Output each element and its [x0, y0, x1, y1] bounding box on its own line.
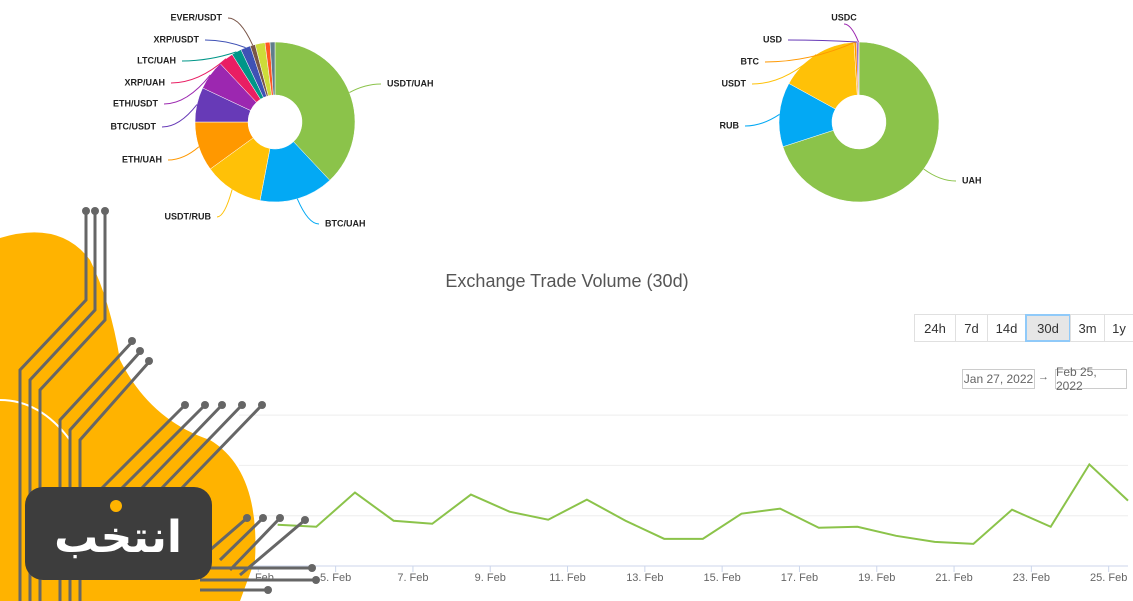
- pie-label: USDT/UAH: [387, 78, 434, 88]
- leader-line: [216, 189, 233, 218]
- leader-line: [227, 17, 254, 46]
- logo-box: [25, 487, 212, 580]
- pie-label: EVER/USDT: [170, 12, 222, 22]
- x-tick-label: 5. Feb: [320, 572, 351, 584]
- leader-line: [204, 39, 246, 49]
- pie-label: BTC: [741, 56, 760, 66]
- x-tick-label: 23. Feb: [1013, 572, 1050, 584]
- leader-line: [170, 58, 227, 84]
- range-button[interactable]: 30d: [1025, 314, 1071, 342]
- x-tick-label: 19. Feb: [858, 572, 895, 584]
- pie-label: BTC/UAH: [325, 218, 366, 228]
- pie-label: LTC/UAH: [137, 55, 176, 65]
- x-tick-label: 17. Feb: [781, 572, 818, 584]
- x-tick-label: 21. Feb: [935, 572, 972, 584]
- leader-line: [296, 198, 320, 225]
- pie-label: BTC/USDT: [111, 121, 157, 131]
- pie-label: UAH: [962, 175, 982, 185]
- x-tick-label: 11. Feb: [549, 572, 586, 584]
- chart-title: Exchange Trade Volume (30d): [445, 271, 688, 291]
- pie-label: USD: [763, 34, 783, 44]
- range-button[interactable]: 7d: [955, 314, 988, 342]
- date-from[interactable]: Jan 27, 2022: [962, 369, 1035, 389]
- logo-text: انتخب: [54, 512, 182, 563]
- pie-slice: [259, 141, 331, 203]
- leader-line: [744, 114, 780, 127]
- leader-line: [161, 104, 198, 128]
- leader-line: [349, 83, 382, 93]
- pie-label: RUB: [720, 120, 740, 130]
- pie-label: ETH/USDT: [113, 98, 159, 108]
- leader-line: [787, 39, 858, 43]
- date-arrow: →: [1038, 371, 1049, 383]
- date-to[interactable]: Feb 25, 2022: [1055, 365, 1127, 393]
- pie-slice: [782, 41, 940, 203]
- range-button[interactable]: 14d: [987, 314, 1026, 342]
- leader-line: [751, 54, 817, 85]
- pie-label: USDT: [722, 78, 747, 88]
- x-tick-label: 9. Feb: [475, 572, 506, 584]
- decoration: انتخب: [0, 207, 320, 601]
- pie-label: XRP/USDT: [153, 34, 199, 44]
- leader-line: [181, 51, 237, 62]
- blob-arc: [0, 399, 71, 441]
- range-button[interactable]: 3m: [1070, 314, 1105, 342]
- pie-label: XRP/UAH: [124, 77, 165, 87]
- pie-slice: [269, 41, 276, 96]
- leader-line: [764, 41, 856, 63]
- pie-label: ETH/UAH: [122, 154, 162, 164]
- x-tick-label: 13. Feb: [626, 572, 663, 584]
- circuit-dots: [82, 207, 320, 594]
- x-tick-label: 15. Feb: [703, 572, 740, 584]
- logo-dot: [110, 500, 122, 512]
- x-tick-label: 7. Feb: [397, 572, 428, 584]
- leader-line: [163, 74, 211, 105]
- leader-line: [167, 146, 200, 161]
- pie-slice: [274, 41, 356, 181]
- pie-label: USDC: [831, 12, 857, 22]
- leader-line: [843, 23, 859, 43]
- x-tick-label: 25. Feb: [1090, 572, 1127, 584]
- line-series: [277, 462, 1129, 545]
- range-button[interactable]: 1y: [1104, 314, 1133, 342]
- leader-line: [923, 168, 957, 182]
- pie-label: USDT/RUB: [165, 211, 212, 221]
- range-button[interactable]: 24h: [914, 314, 956, 342]
